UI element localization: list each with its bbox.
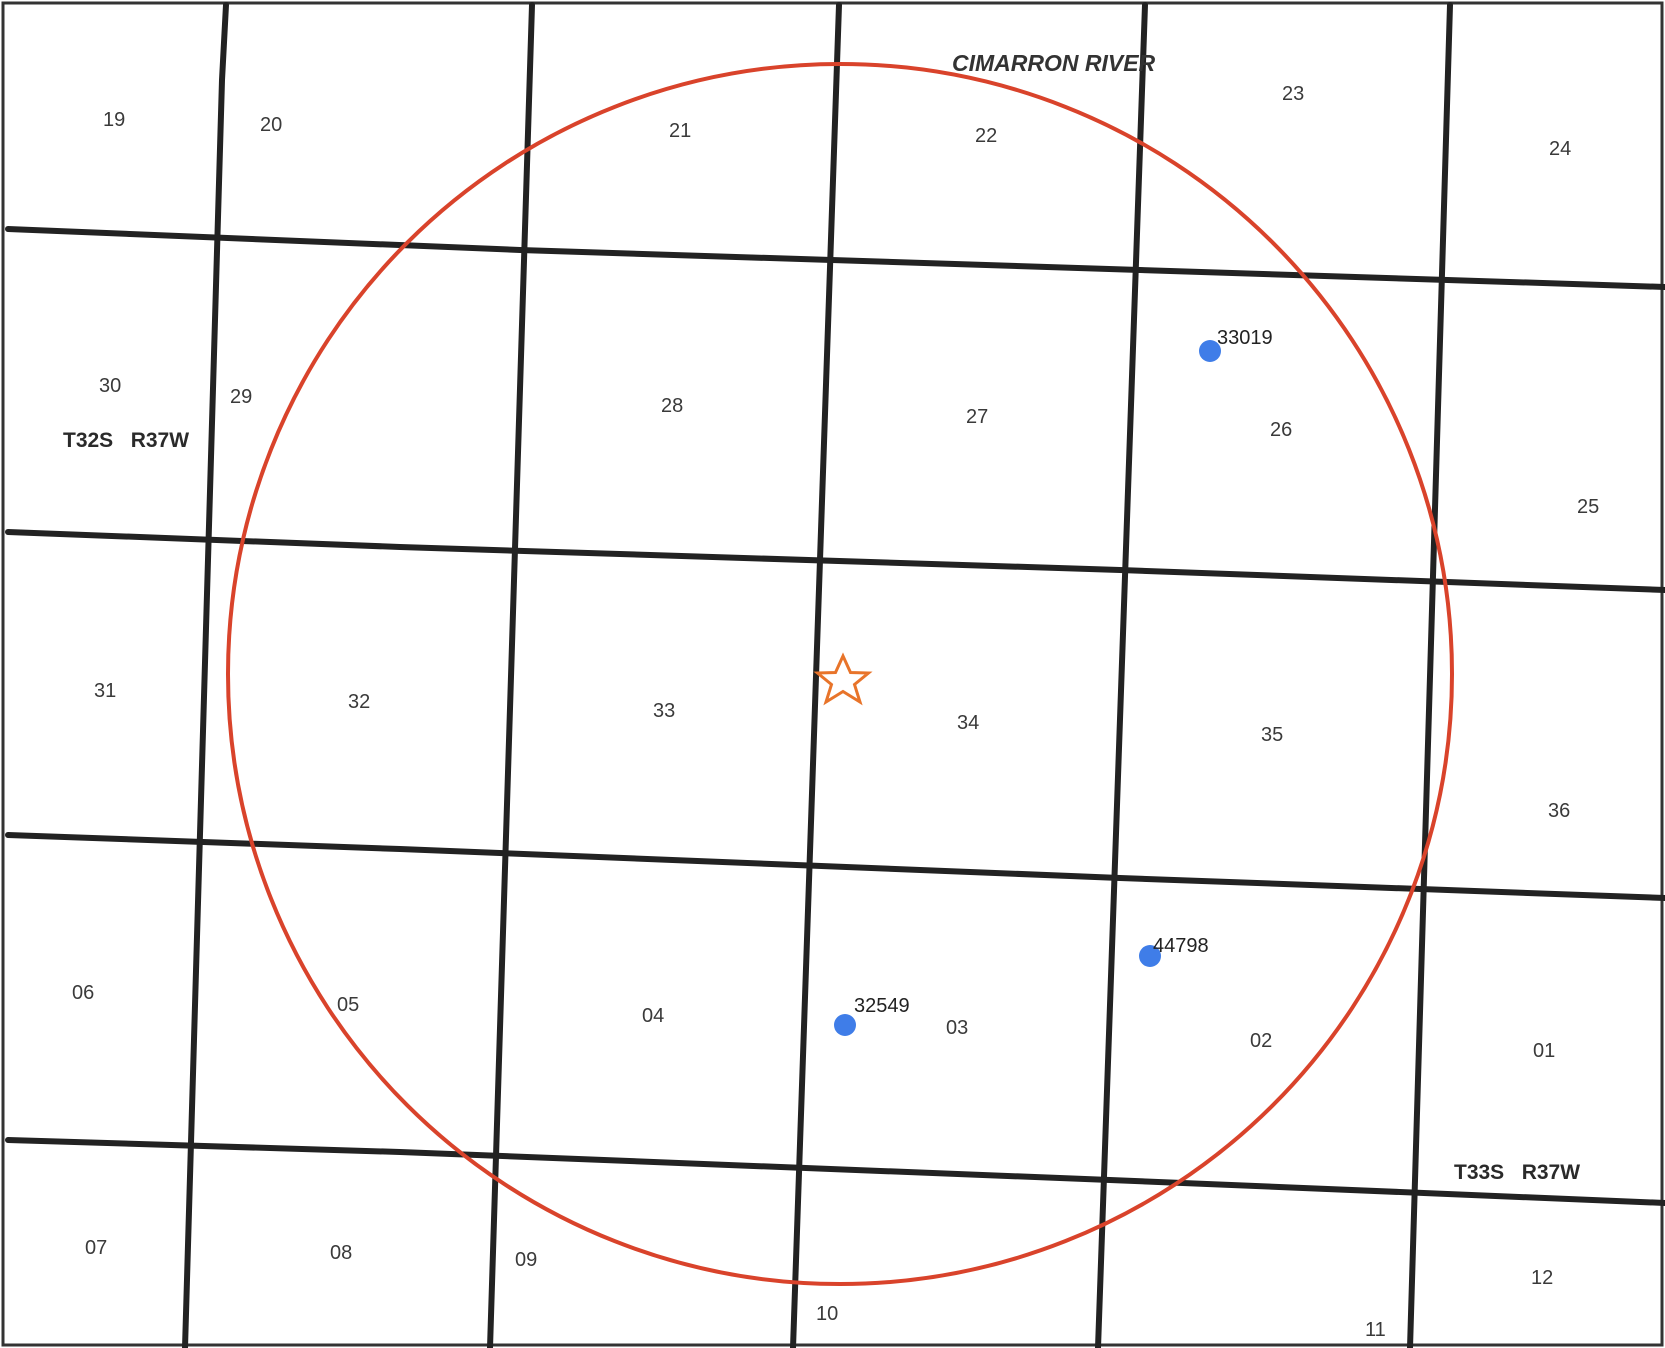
- well-dot-icon[interactable]: [834, 1014, 856, 1036]
- township-label-north: T32S R37W: [63, 429, 189, 452]
- section-number: 10: [816, 1303, 838, 1325]
- section-number: 26: [1270, 419, 1292, 441]
- well-dot-icon[interactable]: [1199, 340, 1221, 362]
- section-numbers: 19 20 21 22 23 24 30 29 28 27 26 25 31 3…: [72, 83, 1599, 1341]
- well-label: 44798: [1153, 935, 1209, 957]
- section-number: 22: [975, 125, 997, 147]
- well-dot-icon[interactable]: [1139, 945, 1161, 967]
- township-label-south: T33S R37W: [1454, 1161, 1580, 1184]
- section-number: 27: [966, 406, 988, 428]
- section-number: 20: [260, 114, 282, 136]
- section-number: 11: [1365, 1319, 1386, 1341]
- section-number: 31: [94, 680, 116, 702]
- well-label: 32549: [854, 995, 910, 1017]
- section-number: 01: [1533, 1040, 1555, 1062]
- section-number: 25: [1577, 496, 1599, 518]
- section-number: 36: [1548, 800, 1570, 822]
- site-star-icon[interactable]: [813, 652, 873, 706]
- section-number: 32: [348, 691, 370, 713]
- section-number: 06: [72, 982, 94, 1004]
- section-number: 33: [653, 700, 675, 722]
- well-label: 33019: [1217, 327, 1273, 349]
- section-line: [182, 2, 229, 1348]
- section-number: 24: [1549, 138, 1571, 160]
- section-number: 12: [1531, 1267, 1553, 1289]
- section-number: 07: [85, 1237, 107, 1259]
- section-number: 04: [642, 1005, 664, 1027]
- river-label: CIMARRON RIVER: [952, 50, 1156, 76]
- section-number: 02: [1250, 1030, 1272, 1052]
- section-number: 29: [230, 386, 252, 408]
- vertical-section-lines: [182, 2, 1453, 1348]
- section-line: [487, 2, 535, 1348]
- section-number: 05: [337, 994, 359, 1016]
- section-number: 09: [515, 1249, 537, 1271]
- section-line: [1095, 2, 1148, 1348]
- section-number: 34: [957, 712, 979, 734]
- section-number: 30: [99, 375, 121, 397]
- well-markers: 33019 44798 32549: [834, 327, 1273, 1036]
- section-line: [1407, 2, 1453, 1348]
- section-number: 08: [330, 1242, 352, 1264]
- section-number: 21: [669, 120, 691, 142]
- section-number: 03: [946, 1017, 968, 1039]
- section-number: 35: [1261, 724, 1283, 746]
- section-number: 28: [661, 395, 683, 417]
- section-line: [5, 1137, 1665, 1206]
- section-line: [5, 832, 1665, 901]
- search-radius-circle: [226, 62, 1454, 1286]
- section-number: 23: [1282, 83, 1304, 105]
- section-line: [5, 529, 1665, 593]
- section-line: [790, 2, 842, 1348]
- section-number: 19: [103, 109, 125, 131]
